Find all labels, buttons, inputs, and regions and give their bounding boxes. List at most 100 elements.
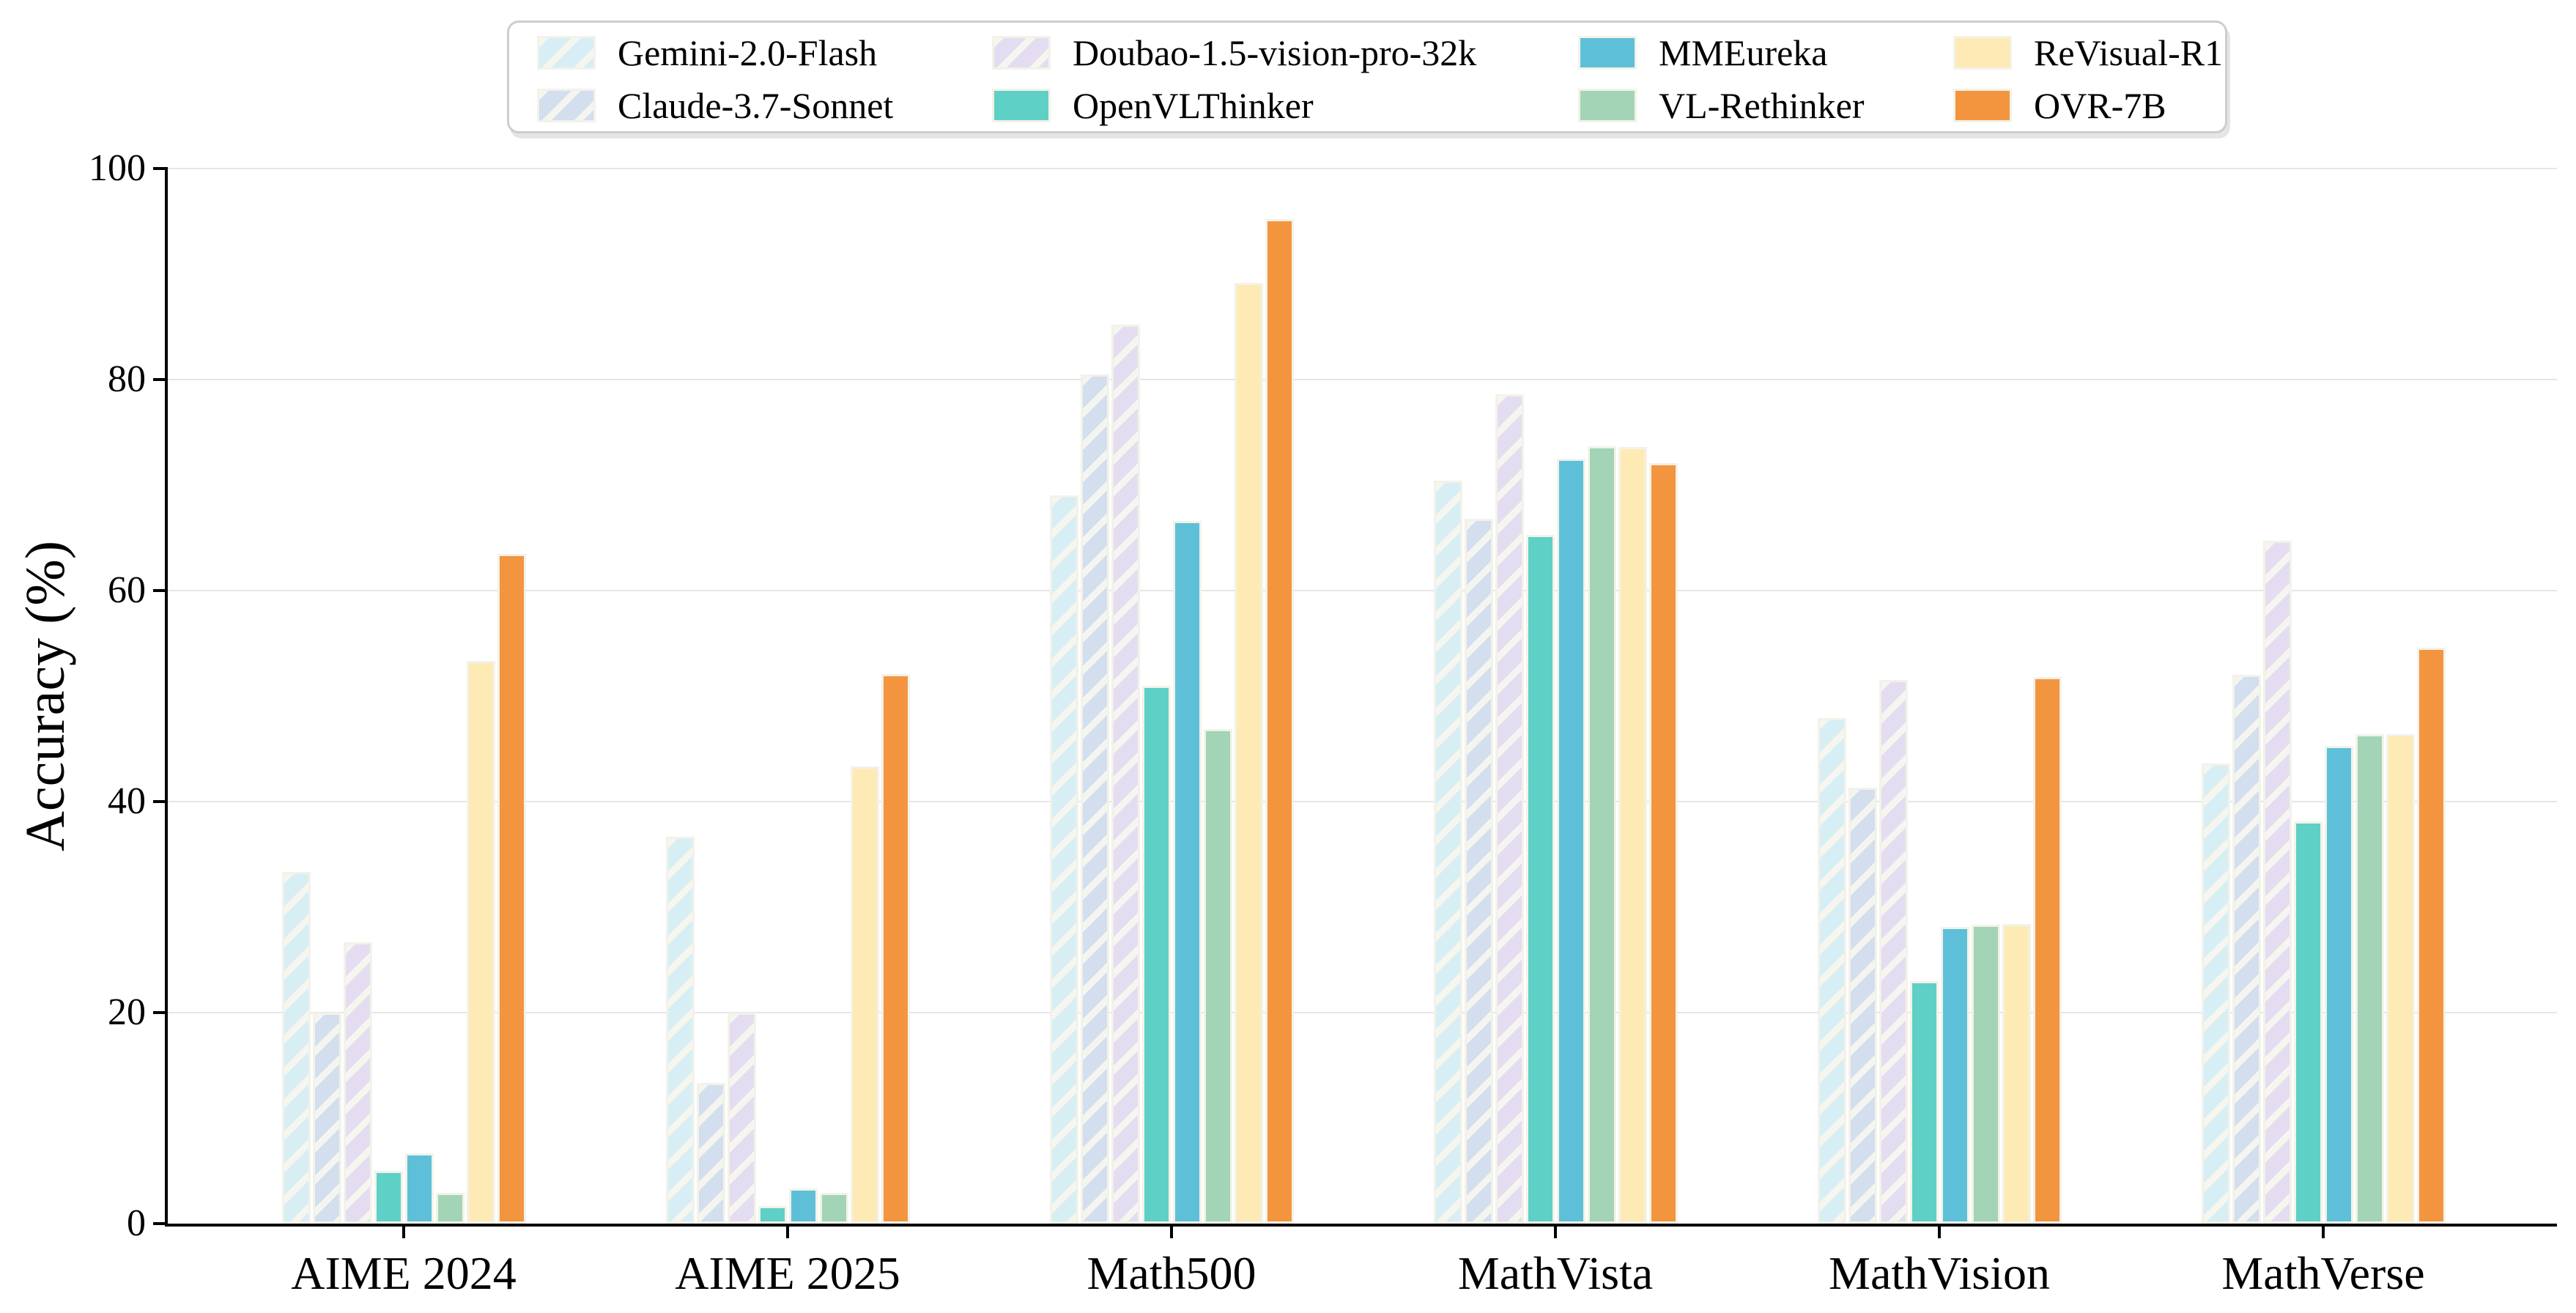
- bar-claude-3-7-sonnet-mathvision: [1848, 788, 1877, 1224]
- bar-doubao-1-5-vision-pro-32k-mathvision: [1879, 680, 1908, 1224]
- legend-swatch-revisual-r1: [1953, 36, 2012, 70]
- x-tick-label-mathvision: MathVision: [1829, 1247, 2050, 1299]
- x-tick-label-aime-2024: AIME 2024: [291, 1247, 517, 1299]
- y-tick-label: 40: [108, 780, 146, 822]
- bar-openvlthinker-mathverse: [2293, 821, 2323, 1224]
- bar-ovr-7b-mathvision: [2032, 677, 2062, 1224]
- legend-item-gemini-2-0-flash: Gemini-2.0-Flash: [537, 32, 893, 73]
- x-tick-label-mathverse: MathVerse: [2221, 1247, 2425, 1299]
- y-tick-mark-100: [153, 167, 168, 170]
- legend-label-vl-rethinker: VL-Rethinker: [1659, 85, 1865, 126]
- bar-revisual-r1-math500: [1234, 283, 1263, 1224]
- bar-doubao-1-5-vision-pro-32k-mathvista: [1495, 394, 1524, 1224]
- x-tick-mark-aime-2024: [402, 1224, 405, 1238]
- y-tick-label: 0: [127, 1202, 146, 1244]
- legend-swatch-openvlthinker: [992, 89, 1051, 122]
- bar-revisual-r1-mathverse: [2386, 734, 2415, 1224]
- legend-item-openvlthinker: OpenVLThinker: [992, 85, 1476, 126]
- legend-label-revisual-r1: ReVisual-R1: [2034, 32, 2224, 73]
- legend-label-mmeureka: MMEureka: [1659, 32, 1828, 73]
- bar-openvlthinker-mathvista: [1525, 535, 1555, 1224]
- bar-openvlthinker-aime-2024: [374, 1171, 403, 1224]
- bar-vl-rethinker-mathvista: [1587, 446, 1616, 1224]
- bar-gemini-2-0-flash-mathvision: [1817, 718, 1846, 1224]
- x-tick-mark-mathvista: [1554, 1224, 1557, 1238]
- legend-label-claude-3-7-sonnet: Claude-3.7-Sonnet: [618, 85, 894, 126]
- bar-revisual-r1-aime-2024: [466, 661, 495, 1224]
- y-tick-mark-40: [153, 800, 168, 803]
- legend-item-ovr-7b: OVR-7B: [1953, 85, 2223, 126]
- y-tick-mark-60: [153, 589, 168, 592]
- bar-vl-rethinker-mathverse: [2355, 734, 2384, 1224]
- legend-column-1: Gemini-2.0-Flash Claude-3.7-Sonnet: [537, 32, 894, 126]
- legend-swatch-gemini-2-0-flash: [537, 36, 596, 70]
- legend-item-doubao-1-5-vision-pro-32k: Doubao-1.5-vision-pro-32k: [992, 32, 1477, 73]
- bar-openvlthinker-math500: [1141, 686, 1171, 1224]
- gridline-20: [168, 1012, 2557, 1013]
- bar-doubao-1-5-vision-pro-32k-aime-2024: [343, 942, 372, 1224]
- bar-gemini-2-0-flash-aime-2025: [665, 837, 695, 1224]
- bar-vl-rethinker-mathvision: [1971, 925, 2000, 1224]
- gridline-60: [168, 590, 2557, 591]
- bar-vl-rethinker-aime-2024: [435, 1193, 465, 1224]
- y-tick-label: 60: [108, 569, 146, 611]
- bar-mmeureka-math500: [1172, 521, 1202, 1224]
- x-tick-label-math500: Math500: [1087, 1247, 1256, 1299]
- legend-column-3: MMEureka VL-Rethinker: [1578, 32, 1865, 126]
- bar-ovr-7b-math500: [1265, 219, 1294, 1224]
- bar-revisual-r1-mathvision: [2002, 924, 2031, 1224]
- bar-mmeureka-aime-2024: [404, 1153, 434, 1224]
- gridline-80: [168, 379, 2557, 380]
- bar-gemini-2-0-flash-aime-2024: [281, 872, 311, 1224]
- legend-item-revisual-r1: ReVisual-R1: [1953, 32, 2224, 73]
- legend-column-4: ReVisual-R1 OVR-7B: [1953, 32, 2224, 126]
- bar-mmeureka-mathverse: [2324, 746, 2353, 1224]
- bar-ovr-7b-mathverse: [2416, 648, 2446, 1224]
- bar-gemini-2-0-flash-mathvista: [1433, 481, 1462, 1224]
- bar-gemini-2-0-flash-math500: [1049, 495, 1078, 1224]
- bar-ovr-7b-aime-2024: [497, 554, 526, 1224]
- gridline-40: [168, 801, 2557, 802]
- legend-swatch-vl-rethinker: [1578, 89, 1637, 122]
- legend-item-vl-rethinker: VL-Rethinker: [1578, 85, 1865, 126]
- legend-label-gemini-2-0-flash: Gemini-2.0-Flash: [618, 32, 878, 73]
- y-tick-label: 20: [108, 991, 146, 1033]
- bar-mmeureka-mathvision: [1940, 927, 1969, 1224]
- bar-ovr-7b-aime-2025: [881, 674, 910, 1224]
- legend-label-ovr-7b: OVR-7B: [2034, 85, 2166, 126]
- bar-claude-3-7-sonnet-mathvista: [1464, 519, 1493, 1224]
- legend-swatch-claude-3-7-sonnet: [537, 89, 596, 122]
- bar-doubao-1-5-vision-pro-32k-aime-2025: [727, 1013, 756, 1224]
- gridline-100: [168, 168, 2557, 169]
- bar-mmeureka-mathvista: [1556, 459, 1585, 1224]
- x-tick-mark-aime-2025: [786, 1224, 789, 1238]
- x-tick-label-mathvista: MathVista: [1457, 1247, 1654, 1299]
- x-tick-mark-mathvision: [1938, 1224, 1941, 1238]
- bar-revisual-r1-mathvista: [1618, 447, 1647, 1224]
- bar-gemini-2-0-flash-mathverse: [2201, 763, 2230, 1224]
- bar-openvlthinker-aime-2025: [758, 1206, 787, 1224]
- bar-openvlthinker-mathvision: [1909, 981, 1939, 1224]
- y-tick-mark-0: [153, 1222, 168, 1225]
- y-tick-label: 100: [89, 147, 146, 189]
- legend-swatch-doubao-1-5-vision-pro-32k: [992, 36, 1051, 70]
- bar-ovr-7b-mathvista: [1648, 463, 1678, 1224]
- legend-label-openvlthinker: OpenVLThinker: [1073, 85, 1314, 126]
- legend-label-doubao-1-5-vision-pro-32k: Doubao-1.5-vision-pro-32k: [1073, 32, 1477, 73]
- x-tick-mark-math500: [1170, 1224, 1173, 1238]
- legend-item-mmeureka: MMEureka: [1578, 32, 1864, 73]
- bar-claude-3-7-sonnet-aime-2024: [312, 1013, 341, 1224]
- bar-vl-rethinker-math500: [1203, 729, 1232, 1224]
- x-tick-label-aime-2025: AIME 2025: [675, 1247, 900, 1299]
- legend-column-2: Doubao-1.5-vision-pro-32k OpenVLThinker: [992, 32, 1477, 126]
- bar-claude-3-7-sonnet-aime-2025: [696, 1083, 725, 1224]
- x-axis-spine: [165, 1224, 2557, 1227]
- y-tick-mark-80: [153, 378, 168, 381]
- bar-mmeureka-aime-2025: [788, 1188, 818, 1224]
- bar-doubao-1-5-vision-pro-32k-math500: [1111, 325, 1140, 1224]
- bar-claude-3-7-sonnet-mathverse: [2232, 675, 2261, 1224]
- bar-doubao-1-5-vision-pro-32k-mathverse: [2262, 541, 2292, 1224]
- legend-swatch-ovr-7b: [1953, 89, 2012, 122]
- legend-swatch-mmeureka: [1578, 36, 1637, 70]
- y-tick-mark-20: [153, 1011, 168, 1014]
